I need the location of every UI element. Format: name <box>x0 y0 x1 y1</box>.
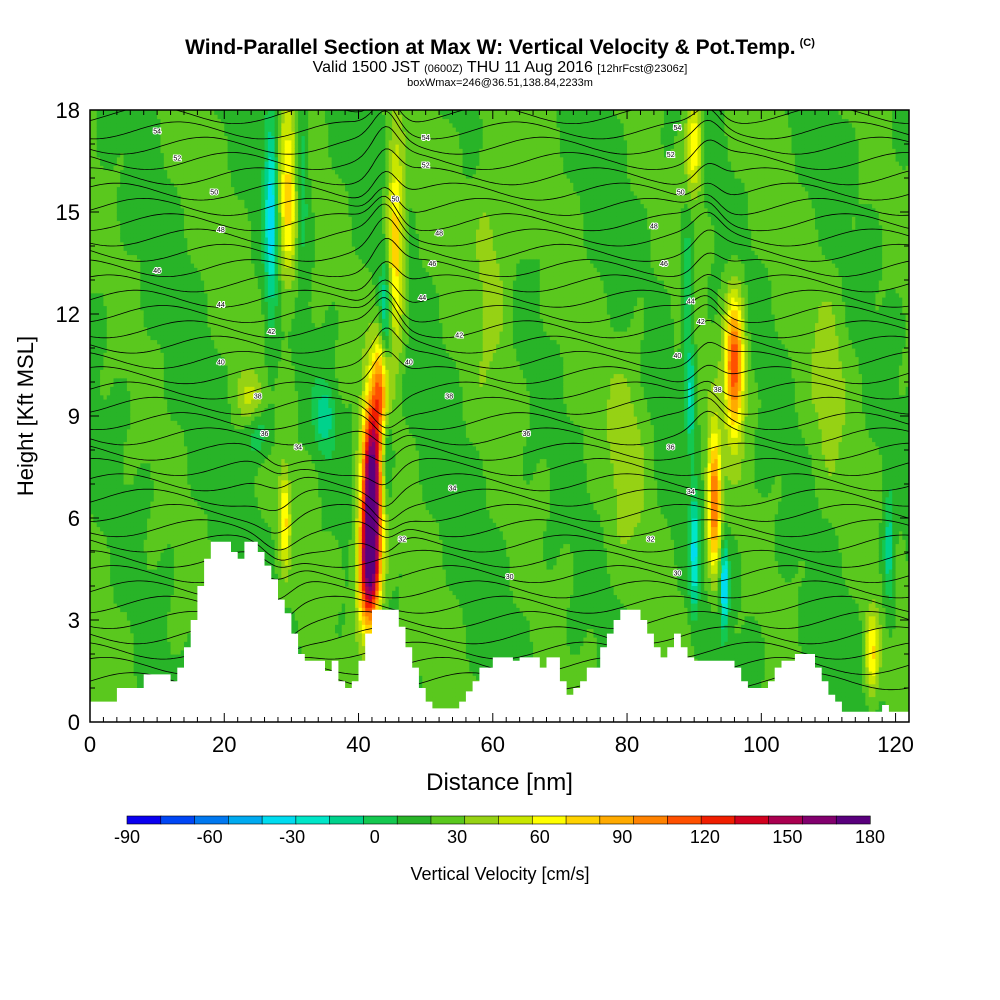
cross-section-chart: 5452504846444240383634545250484644424038… <box>0 0 1000 1000</box>
